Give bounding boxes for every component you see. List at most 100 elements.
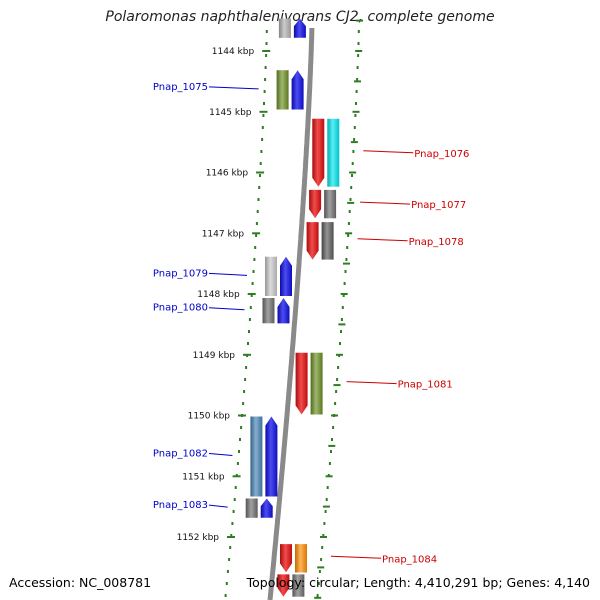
- label-leaders: Pnap_1075 Pnap_1076 Pnap_1077 Pnap_1078 Pnap…: [153, 82, 470, 565]
- kbp-tick-mark: [232, 475, 241, 478]
- minor-tick: [355, 50, 363, 52]
- boundary-dot-left: [261, 126, 264, 129]
- gene-label[interactable]: Pnap_1077: [411, 200, 466, 211]
- cog-box: [245, 498, 258, 518]
- boundary-dot-right: [340, 330, 342, 333]
- cog-box: [292, 574, 305, 597]
- boundary-dot-right: [322, 534, 325, 537]
- boundary-dot-left: [261, 138, 264, 141]
- minor-tick: [317, 566, 325, 569]
- gene-arrow: [280, 256, 292, 296]
- label-leader: [363, 150, 414, 154]
- minor-tick: [331, 414, 338, 417]
- boundary-dot-left: [262, 114, 265, 117]
- gene-label[interactable]: Pnap_1081: [398, 380, 453, 391]
- gene-pnap_1075[interactable]: [276, 70, 304, 110]
- boundary-dot-right: [355, 90, 358, 93]
- boundary-dot-right: [339, 342, 341, 345]
- cog-box: [276, 70, 289, 110]
- boundary-dot-left: [228, 558, 231, 561]
- gene-top-left[interactable]: [278, 18, 306, 38]
- boundary-dot-left: [242, 402, 245, 405]
- gene-pnap_1080[interactable]: [262, 298, 290, 324]
- gene-label[interactable]: Pnap_1079: [153, 268, 208, 279]
- cog-box: [250, 416, 263, 497]
- boundary-dot-right: [350, 186, 353, 189]
- minor-tick: [333, 384, 341, 387]
- label-leader: [208, 307, 245, 311]
- gene-label[interactable]: Pnap_1082: [153, 449, 208, 460]
- boundary-dot-right: [348, 210, 351, 213]
- boundary-dot-left: [252, 270, 255, 273]
- kbp-tick-label: 1151 kbp: [182, 472, 225, 482]
- boundary-dot-left: [234, 486, 237, 489]
- boundary-dot-right: [356, 78, 359, 81]
- gene-arrow: [291, 70, 304, 110]
- minor-tick: [352, 110, 360, 113]
- boundary-dot-left: [258, 186, 261, 189]
- gene-arrow: [312, 118, 325, 187]
- gene-label[interactable]: Pnap_1078: [409, 237, 464, 248]
- gene-label[interactable]: Pnap_1076: [414, 149, 469, 160]
- boundary-dot-left: [224, 594, 227, 597]
- minor-tick: [356, 19, 363, 22]
- gene-pnap_1081[interactable]: [295, 352, 323, 415]
- boundary-dot-right: [335, 390, 338, 393]
- label-leader: [357, 238, 408, 242]
- boundary-dot-right: [330, 450, 332, 453]
- boundary-dot-left: [225, 582, 228, 585]
- gene-label[interactable]: Pnap_1080: [153, 303, 208, 314]
- boundary-dot-right: [351, 162, 354, 165]
- gene-label[interactable]: Pnap_1084: [382, 554, 437, 565]
- gene-label[interactable]: Pnap_1083: [153, 500, 208, 511]
- boundary-dot-right: [320, 558, 323, 561]
- minor-tick: [345, 232, 353, 235]
- boundary-dot-right: [324, 510, 327, 513]
- cog-box: [265, 256, 277, 296]
- kbp-tick-label: 1147 kbp: [202, 229, 245, 239]
- boundary-dot-right: [337, 366, 340, 369]
- boundary-dot-left: [238, 450, 240, 453]
- boundary-dot-left: [231, 522, 234, 525]
- kbp-tick-mark: [247, 293, 256, 295]
- gene-bottom-right[interactable]: [277, 574, 305, 597]
- boundary-dot-right: [341, 306, 344, 309]
- boundary-dot-right: [357, 42, 360, 45]
- gene-pnap_1077[interactable]: [309, 189, 337, 219]
- boundary-dot-left: [254, 246, 257, 249]
- boundary-dot-left: [229, 546, 232, 549]
- gene-features: [245, 18, 340, 597]
- boundary-dot-right: [323, 522, 326, 525]
- boundary-dot-right: [331, 438, 333, 441]
- kbp-tick-mark: [227, 536, 235, 538]
- boundary-dot-left: [260, 150, 263, 153]
- boundary-dot-left: [243, 390, 246, 393]
- cog-box: [262, 298, 275, 324]
- kbp-tick-mark: [262, 50, 271, 52]
- cog-box: [327, 118, 340, 187]
- boundary-dot-left: [264, 66, 267, 69]
- boundary-dot-right: [356, 66, 359, 69]
- boundary-dot-left: [240, 426, 243, 429]
- gene-pnap_1078[interactable]: [306, 222, 334, 260]
- gene-label[interactable]: Pnap_1075: [153, 82, 208, 93]
- boundary-dot-left: [264, 78, 267, 81]
- boundary-dot-right: [334, 402, 337, 405]
- boundary-dot-left: [255, 234, 258, 237]
- gene-arrow: [306, 222, 319, 260]
- boundary-dot-left: [245, 366, 248, 369]
- gene-pnap_1082[interactable]: [250, 416, 278, 497]
- gene-arrow: [309, 189, 322, 219]
- label-leader: [208, 504, 228, 508]
- gene-pnap_1083[interactable]: [245, 498, 273, 518]
- gene-pnap_1084[interactable]: [280, 544, 307, 573]
- boundary-dot-left: [251, 282, 254, 285]
- kbp-tick-label: 1144 kbp: [212, 47, 255, 57]
- kbp-tick-mark: [238, 414, 246, 417]
- boundary-dot-right: [343, 282, 346, 285]
- boundary-dot-left: [248, 330, 250, 333]
- gene-pnap_1076[interactable]: [312, 118, 340, 187]
- gene-pnap_1079[interactable]: [265, 256, 292, 296]
- boundary-dot-left: [232, 510, 235, 513]
